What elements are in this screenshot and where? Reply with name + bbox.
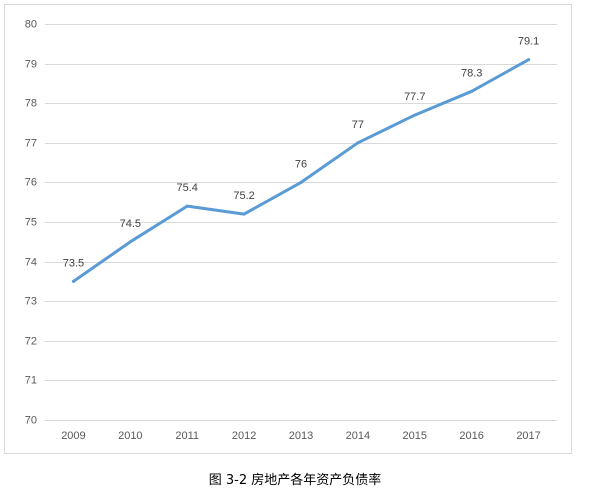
y-axis-tick-labels: 70 71 72 73 74 75 76 77 78 79 80 [25, 19, 37, 427]
y-tick-label: 77 [25, 138, 37, 150]
figure-caption: 图 3-2 房地产各年资产负债率 [208, 473, 382, 488]
data-point [527, 58, 531, 62]
data-label: 73.5 [63, 257, 84, 269]
data-point [185, 204, 189, 208]
data-point [470, 89, 474, 93]
x-tick-label: 2016 [459, 430, 483, 442]
data-label: 78.3 [461, 67, 482, 79]
x-tick-label: 2015 [403, 430, 427, 442]
x-tick-label: 2013 [289, 430, 313, 442]
data-point [71, 279, 75, 283]
data-label: 79.1 [518, 36, 539, 48]
data-label: 77.7 [404, 91, 425, 103]
y-tick-label: 75 [25, 217, 37, 229]
data-points [71, 58, 531, 283]
data-label: 77 [352, 119, 364, 131]
data-point [356, 141, 360, 145]
y-tick-label: 79 [25, 59, 37, 71]
x-tick-label: 2011 [175, 430, 199, 442]
data-label: 75.4 [177, 182, 198, 194]
gridlines [45, 24, 557, 421]
data-label: 75.2 [233, 190, 254, 202]
x-tick-label: 2017 [516, 430, 540, 442]
y-tick-label: 78 [25, 98, 37, 110]
data-labels: 73.5 74.5 75.4 75.2 76 77 77.7 78.3 79.1 [63, 36, 540, 270]
data-point [413, 113, 417, 117]
data-point [128, 240, 132, 244]
x-axis-tick-labels: 2009 2010 2011 2012 2013 2014 2015 2016 2017 [61, 430, 541, 442]
x-tick-label: 2010 [118, 430, 142, 442]
data-point [242, 212, 246, 216]
y-tick-label: 72 [25, 336, 37, 348]
x-tick-label: 2012 [232, 430, 256, 442]
y-tick-label: 70 [25, 415, 37, 427]
y-tick-label: 80 [25, 19, 37, 31]
y-tick-label: 76 [25, 177, 37, 189]
x-tick-label: 2014 [346, 430, 370, 442]
series-line [71, 58, 531, 283]
data-point [299, 180, 303, 184]
y-tick-label: 74 [25, 257, 37, 269]
data-label: 76 [295, 158, 307, 170]
data-label: 74.5 [120, 218, 141, 230]
y-tick-label: 73 [25, 296, 37, 308]
y-tick-label: 71 [25, 375, 37, 387]
chart-frame [4, 4, 572, 454]
x-tick-label: 2009 [61, 430, 85, 442]
